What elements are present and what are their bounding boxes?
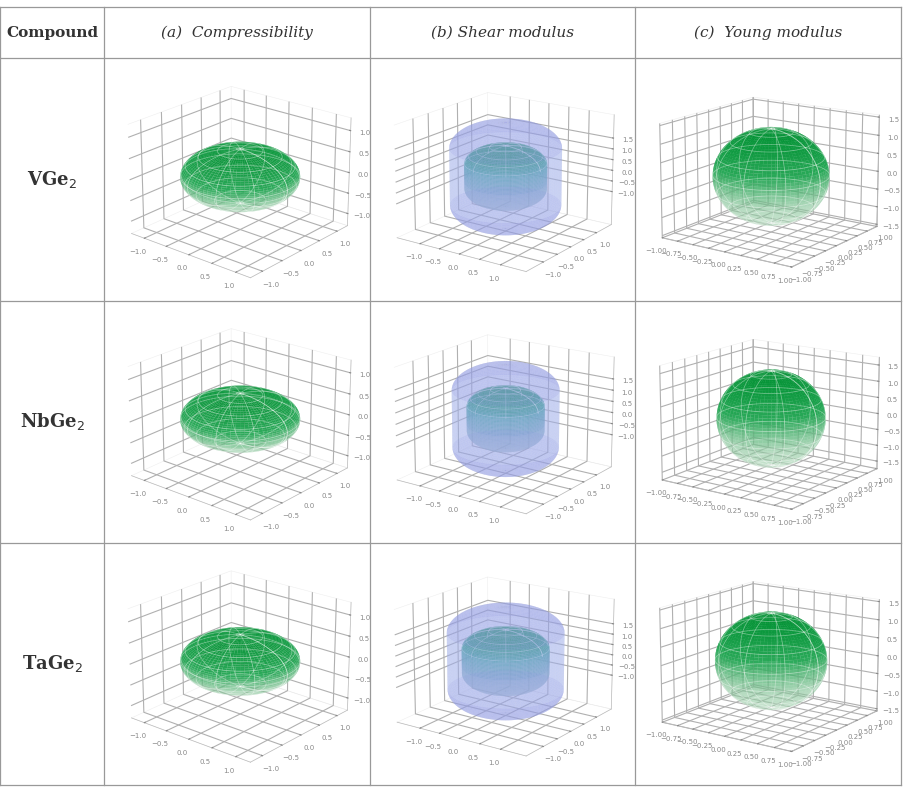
Text: NbGe$_2$: NbGe$_2$: [20, 411, 84, 432]
Text: (c)  Young modulus: (c) Young modulus: [694, 25, 842, 40]
Text: (a)  Compressibility: (a) Compressibility: [161, 25, 313, 40]
Text: Compound: Compound: [6, 26, 98, 39]
Text: TaGe$_2$: TaGe$_2$: [22, 653, 82, 675]
Text: (b) Shear modulus: (b) Shear modulus: [431, 26, 573, 39]
Text: VGe$_2$: VGe$_2$: [27, 169, 77, 190]
